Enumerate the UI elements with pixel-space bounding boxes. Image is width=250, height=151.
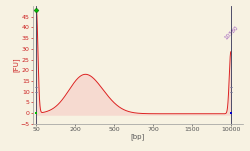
Text: 10380: 10380 — [223, 24, 239, 40]
Y-axis label: [FU]: [FU] — [12, 58, 19, 72]
X-axis label: [bp]: [bp] — [130, 133, 144, 140]
